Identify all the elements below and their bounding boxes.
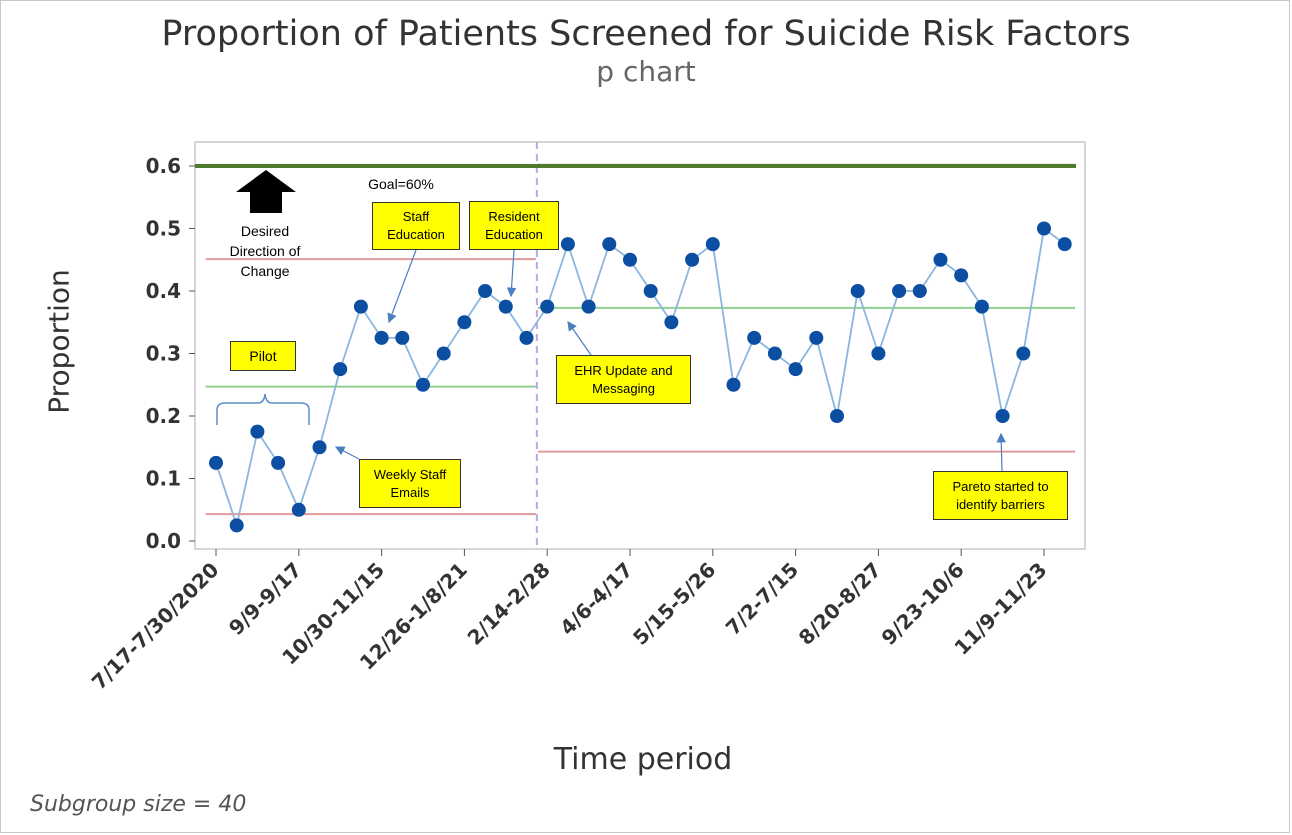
data-point [353, 299, 368, 314]
data-point [457, 315, 472, 330]
x-tick-label: 9/9-9/17 [224, 558, 306, 640]
y-tick-label: 0.1 [146, 467, 181, 491]
data-point [312, 440, 327, 455]
chart-subtitle: p chart [596, 55, 696, 88]
staff-education-note: Staff Education [372, 202, 460, 250]
ehr-update-note: EHR Update and Messaging [556, 355, 691, 404]
data-point [809, 330, 824, 345]
desired-direction-line-3: Change [240, 263, 290, 279]
data-point [726, 377, 741, 392]
weekly-emails-note: Weekly Staff Emails [359, 459, 461, 508]
data-point [250, 424, 265, 439]
desired-direction-label: Desired Direction of Change [220, 221, 310, 281]
data-point [560, 237, 575, 252]
data-point [1057, 237, 1072, 252]
staff-education-arrow [387, 249, 417, 324]
data-point [291, 502, 306, 517]
pilot-note: Pilot [230, 341, 296, 371]
data-point [1037, 221, 1051, 236]
desired-direction-line-2: Direction of [229, 243, 301, 259]
x-tick-label: 8/20-8/27 [794, 558, 886, 650]
data-point [478, 284, 493, 298]
weekly-emails-arrow [334, 446, 360, 460]
pareto-line-2: identify barriers [956, 496, 1045, 512]
data-point [830, 409, 844, 423]
resident-education-line-1: Resident [488, 208, 540, 224]
chart-title: Proportion of Patients Screened for Suic… [161, 14, 1131, 54]
data-point [519, 330, 534, 345]
data-point [995, 409, 1010, 423]
weekly-emails-line-1: Weekly Staff [373, 466, 447, 482]
x-axis-label-text: Time period [553, 742, 733, 777]
data-point [974, 299, 989, 314]
y-tick-label: 0.0 [146, 529, 181, 553]
data-point [436, 346, 451, 361]
x-tick-label: 4/6-4/17 [555, 558, 637, 640]
pareto-note: Pareto started to identify barriers [933, 471, 1068, 520]
data-point [643, 284, 658, 298]
resident-education-line-2: Education [485, 226, 543, 242]
pareto-line-1: Pareto started to [952, 478, 1049, 494]
data-point [871, 346, 886, 361]
annotation-arrows [216, 170, 1007, 472]
desired-direction-arrow [236, 170, 296, 213]
data-point [395, 330, 410, 345]
ehr-update-line-1: EHR Update and [574, 362, 673, 378]
pilot-brace [216, 393, 310, 425]
data-point [229, 518, 244, 533]
data-point [892, 284, 907, 298]
data-point [912, 284, 927, 298]
data-point [767, 346, 782, 361]
data-point [747, 330, 762, 345]
data-point [540, 299, 555, 314]
y-tick-label: 0.2 [146, 404, 181, 428]
weekly-emails-line-2: Emails [390, 484, 430, 500]
data-point [498, 299, 513, 314]
y-tick-label: 0.5 [146, 217, 181, 241]
resident-education-arrow [506, 249, 517, 298]
data-point [374, 330, 389, 345]
resident-education-note: Resident Education [469, 201, 559, 250]
data-point [850, 284, 865, 298]
data-point [271, 455, 286, 470]
y-tick-label: 0.6 [146, 154, 181, 178]
data-point [333, 362, 348, 377]
x-tick-label: 7/17-7/30/2020 [87, 558, 224, 695]
data-point [1016, 346, 1031, 361]
data-point [209, 455, 223, 470]
data-point [954, 268, 969, 283]
staff-education-line-2: Education [387, 227, 445, 242]
ehr-update-arrow [567, 321, 592, 356]
y-tick-label: 0.3 [146, 342, 181, 366]
goal-label: Goal=60% [368, 176, 434, 192]
data-point [685, 252, 700, 267]
pareto-arrow [996, 432, 1007, 472]
data-point [664, 315, 679, 330]
x-tick-label: 5/15-5/26 [628, 558, 720, 650]
data-point [705, 237, 720, 252]
data-point [933, 252, 948, 267]
data-point [416, 377, 430, 392]
data-point [788, 362, 803, 377]
data-point [623, 252, 637, 267]
desired-direction-line-1: Desired [240, 223, 290, 239]
staff-education-line-1: Staff [402, 209, 430, 224]
x-tick-label: 2/14-2/28 [463, 558, 555, 650]
ehr-update-line-2: Messaging [592, 380, 655, 396]
x-tick-label: 7/2-7/15 [721, 558, 803, 640]
y-tick-label: 0.4 [146, 279, 181, 303]
data-point [602, 237, 617, 252]
x-axis-label: Time period [0, 742, 1292, 777]
data-point [581, 299, 596, 314]
subgroup-size-note: Subgroup size = 40 [30, 792, 247, 817]
